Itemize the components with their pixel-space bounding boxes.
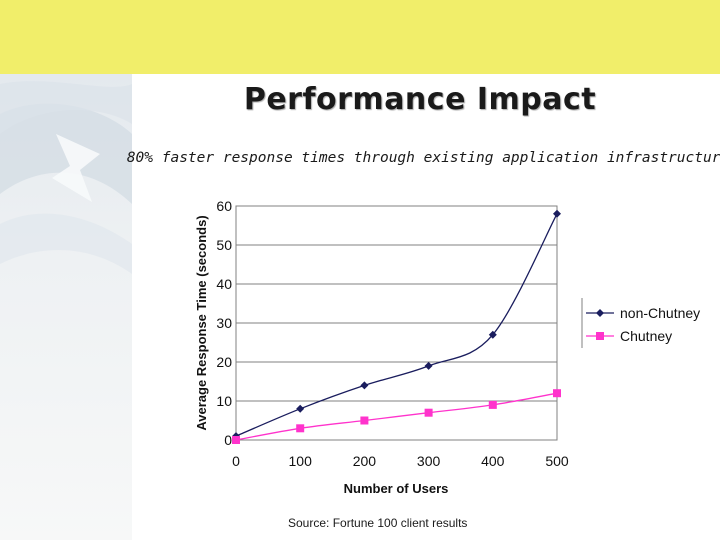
x-tick-label: 100 <box>289 453 313 469</box>
header-band <box>0 0 720 74</box>
x-axis-title: Number of Users <box>344 481 449 496</box>
point-chutney-300 <box>424 408 433 417</box>
y-tick-label: 20 <box>216 354 232 370</box>
point-chutney-400 <box>488 400 497 409</box>
point-chutney-500 <box>553 389 561 398</box>
point-non-chutney-400 <box>488 330 497 339</box>
legend-marker-non-chutney <box>596 309 604 317</box>
y-tick-label: 10 <box>216 393 232 409</box>
y-tick-label: 0 <box>224 432 232 448</box>
subtitle: 80% faster response times through existi… <box>126 150 720 166</box>
point-chutney-100 <box>296 424 305 433</box>
x-tick-label: 500 <box>545 453 569 469</box>
y-tick-label: 30 <box>216 315 232 331</box>
y-tick-label: 40 <box>216 276 232 292</box>
point-non-chutney-200 <box>360 381 369 390</box>
y-axis-title: Average Response Time (seconds) <box>194 215 209 430</box>
point-chutney-200 <box>360 416 369 425</box>
x-tick-label: 400 <box>481 453 505 469</box>
series-line-chutney <box>235 392 558 441</box>
x-tick-label: 0 <box>232 453 240 469</box>
point-non-chutney-300 <box>424 361 433 370</box>
x-tick-label: 300 <box>417 453 441 469</box>
decorative-side-panel <box>0 74 132 540</box>
series-markers <box>232 209 561 444</box>
point-non-chutney-100 <box>296 404 305 413</box>
x-tick-label: 200 <box>353 453 377 469</box>
gridlines <box>236 244 557 402</box>
source-note: Source: Fortune 100 client results <box>288 516 468 530</box>
swoosh-logo-graphic <box>0 81 132 274</box>
legend: non-Chutney Chutney <box>581 298 720 348</box>
y-tick-label: 60 <box>216 198 232 214</box>
legend-label-chutney: Chutney <box>620 328 672 344</box>
point-chutney-0 <box>232 436 240 444</box>
y-tick-label: 50 <box>216 237 232 253</box>
point-non-chutney-500 <box>553 209 561 218</box>
legend-marker-chutney <box>596 332 604 340</box>
axis-ticks: 0 10 20 30 40 50 60 0 100 200 300 400 500 <box>216 198 568 469</box>
page-title: Performance Impact <box>243 82 597 117</box>
legend-label-non-chutney: non-Chutney <box>620 305 700 321</box>
